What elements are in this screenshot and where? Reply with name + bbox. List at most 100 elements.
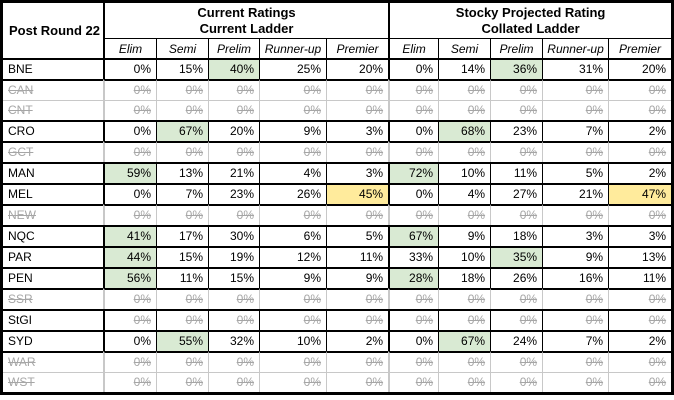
prob-cell: 0% xyxy=(542,351,609,372)
prob-cell: 0% xyxy=(608,204,672,225)
prob-cell: 0% xyxy=(259,79,326,100)
prob-cell: 0% xyxy=(156,79,208,100)
team-label: GCT xyxy=(3,141,103,162)
table-row: SSR 0% 0% 0% 0% 0% 0% 0% 0% 0% 0% xyxy=(3,288,672,309)
prob-cell: 0% xyxy=(438,372,491,392)
team-label: MAN xyxy=(3,162,103,183)
team-label: NEW xyxy=(3,204,103,225)
prob-cell: 67% xyxy=(438,330,491,351)
prob-cell: 3% xyxy=(326,162,389,183)
prob-cell: 0% xyxy=(208,351,259,372)
prob-cell: 3% xyxy=(326,120,389,141)
prob-cell: 2% xyxy=(608,120,672,141)
prob-cell: 0% xyxy=(438,351,491,372)
prob-cell: 5% xyxy=(542,162,609,183)
prob-cell: 0% xyxy=(156,288,208,309)
prob-cell: 0% xyxy=(542,288,609,309)
prob-cell: 0% xyxy=(388,288,439,309)
table-row: PAR 44% 15% 19% 12% 11% 33% 10% 35% 9% 1… xyxy=(3,246,672,267)
prob-cell: 25% xyxy=(259,60,326,79)
subheader-premier-current: Premier xyxy=(326,39,389,60)
prob-cell: 0% xyxy=(156,204,208,225)
prob-cell: 45% xyxy=(326,183,389,204)
subheader-runnerup-projected: Runner-up xyxy=(542,39,609,60)
prob-cell: 13% xyxy=(608,246,672,267)
prob-cell: 5% xyxy=(326,225,389,246)
prob-cell: 0% xyxy=(259,141,326,162)
prob-cell: 7% xyxy=(542,120,609,141)
prob-cell: 27% xyxy=(490,183,543,204)
prob-cell: 47% xyxy=(608,183,672,204)
prob-cell: 36% xyxy=(490,60,543,79)
prob-cell: 0% xyxy=(388,141,439,162)
prob-cell: 33% xyxy=(388,246,439,267)
prob-cell: 0% xyxy=(103,351,156,372)
prob-cell: 0% xyxy=(156,351,208,372)
prob-cell: 18% xyxy=(490,225,543,246)
prob-cell: 23% xyxy=(490,120,543,141)
prob-cell: 0% xyxy=(438,79,491,100)
prob-cell: 0% xyxy=(259,100,326,120)
prob-cell: 0% xyxy=(103,330,156,351)
team-label: PEN xyxy=(3,267,103,288)
prob-cell: 10% xyxy=(259,330,326,351)
prob-cell: 0% xyxy=(388,120,439,141)
table-row: SYD 0% 55% 32% 10% 2% 0% 67% 24% 7% 2% xyxy=(3,330,672,351)
prob-cell: 18% xyxy=(438,267,491,288)
subheader-semi-current: Semi xyxy=(156,39,208,60)
prob-cell: 19% xyxy=(208,246,259,267)
table-row: MAN 59% 13% 21% 4% 3% 72% 10% 11% 5% 2% xyxy=(3,162,672,183)
prob-cell: 9% xyxy=(259,120,326,141)
subheader-elim-projected: Elim xyxy=(388,39,439,60)
prob-cell: 0% xyxy=(608,288,672,309)
prob-cell: 28% xyxy=(388,267,439,288)
prob-cell: 30% xyxy=(208,225,259,246)
prob-cell: 0% xyxy=(103,120,156,141)
prob-cell: 9% xyxy=(438,225,491,246)
prob-cell: 0% xyxy=(542,372,609,392)
prob-cell: 0% xyxy=(208,372,259,392)
prob-cell: 9% xyxy=(326,267,389,288)
prob-cell: 11% xyxy=(326,246,389,267)
team-label: MEL xyxy=(3,183,103,204)
prob-cell: 0% xyxy=(608,100,672,120)
prob-cell: 0% xyxy=(208,309,259,330)
prob-cell: 0% xyxy=(490,204,543,225)
prob-cell: 35% xyxy=(490,246,543,267)
prob-cell: 0% xyxy=(438,204,491,225)
subheader-prelim-current: Prelim xyxy=(208,39,259,60)
table-row: NEW 0% 0% 0% 0% 0% 0% 0% 0% 0% 0% xyxy=(3,204,672,225)
prob-cell: 24% xyxy=(490,330,543,351)
team-label: SYD xyxy=(3,330,103,351)
table-row: WST 0% 0% 0% 0% 0% 0% 0% 0% 0% 0% xyxy=(3,372,672,392)
team-label: CRO xyxy=(3,120,103,141)
prob-cell: 0% xyxy=(208,141,259,162)
table-row: BNE 0% 15% 40% 25% 20% 0% 14% 36% 31% 20… xyxy=(3,60,671,79)
group-title-current: Current Ratings Current Ladder xyxy=(103,3,389,39)
prob-cell: 12% xyxy=(259,246,326,267)
prob-cell: 0% xyxy=(438,141,491,162)
prob-cell: 26% xyxy=(490,267,543,288)
prob-cell: 0% xyxy=(490,79,543,100)
ratings-table: Post Round 22 Current Ratings Current La… xyxy=(3,3,672,392)
prob-cell: 0% xyxy=(608,372,672,392)
prob-cell: 2% xyxy=(608,330,672,351)
team-label: WST xyxy=(3,372,103,392)
prob-cell: 20% xyxy=(608,60,671,79)
prob-cell: 15% xyxy=(156,60,208,79)
subheader-premier-projected: Premier xyxy=(608,39,672,60)
prob-cell: 14% xyxy=(438,60,490,79)
table-row: StGI 0% 0% 0% 0% 0% 0% 0% 0% 0% 0% xyxy=(3,309,672,330)
prob-cell: 0% xyxy=(103,288,156,309)
prob-cell: 0% xyxy=(208,79,259,100)
prob-cell: 3% xyxy=(608,225,672,246)
prob-cell: 7% xyxy=(542,330,609,351)
prob-cell: 0% xyxy=(542,79,609,100)
team-label: CNT xyxy=(3,100,103,120)
prob-cell: 0% xyxy=(388,183,439,204)
prob-cell: 17% xyxy=(156,225,208,246)
table-row: NQC 41% 17% 30% 6% 5% 67% 9% 18% 3% 3% xyxy=(3,225,672,246)
prob-cell: 20% xyxy=(208,120,259,141)
prob-cell: 0% xyxy=(103,60,156,79)
